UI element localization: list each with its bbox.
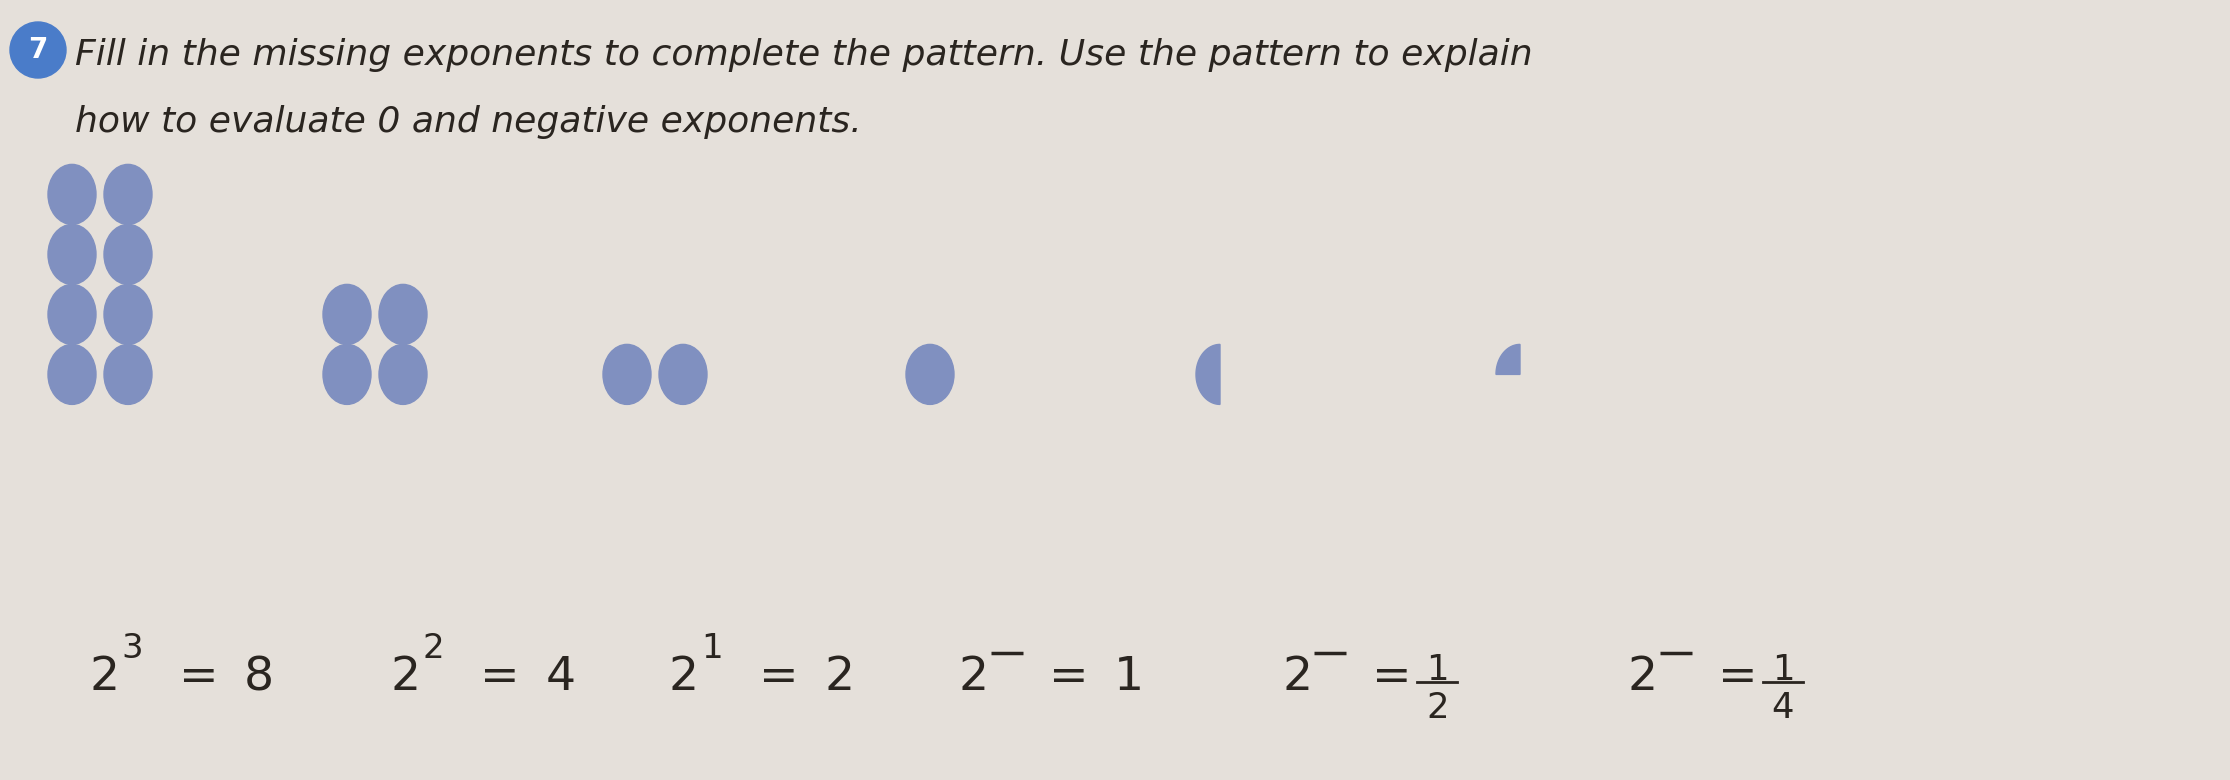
Text: 2: 2 xyxy=(1425,691,1450,725)
Text: =: = xyxy=(758,655,798,700)
Ellipse shape xyxy=(105,285,152,345)
Text: 1: 1 xyxy=(1425,654,1450,687)
Ellipse shape xyxy=(323,285,370,345)
Ellipse shape xyxy=(379,285,426,345)
Text: 2: 2 xyxy=(1282,655,1313,700)
Text: 2: 2 xyxy=(669,655,700,700)
Ellipse shape xyxy=(660,345,707,404)
Text: 8: 8 xyxy=(245,655,274,700)
Text: 3: 3 xyxy=(120,633,143,665)
Text: 2: 2 xyxy=(959,655,990,700)
Text: 2: 2 xyxy=(421,633,444,665)
Text: 4: 4 xyxy=(1771,691,1795,725)
Text: 7: 7 xyxy=(29,36,47,64)
Ellipse shape xyxy=(379,345,426,404)
Text: 1: 1 xyxy=(700,633,723,665)
Polygon shape xyxy=(1496,345,1521,374)
Text: 2: 2 xyxy=(825,655,854,700)
Text: =: = xyxy=(178,655,219,700)
Text: =: = xyxy=(1717,655,1757,700)
Text: =: = xyxy=(479,655,520,700)
Text: =: = xyxy=(1048,655,1088,700)
Ellipse shape xyxy=(49,285,96,345)
Text: how to evaluate 0 and negative exponents.: how to evaluate 0 and negative exponents… xyxy=(76,105,861,139)
Ellipse shape xyxy=(105,165,152,225)
Polygon shape xyxy=(1195,345,1220,404)
Ellipse shape xyxy=(323,345,370,404)
Text: 4: 4 xyxy=(546,655,575,700)
Ellipse shape xyxy=(9,22,67,78)
Text: =: = xyxy=(1371,655,1412,700)
Ellipse shape xyxy=(105,225,152,285)
Text: 2: 2 xyxy=(390,655,421,700)
Ellipse shape xyxy=(905,345,954,404)
Ellipse shape xyxy=(49,225,96,285)
Ellipse shape xyxy=(49,345,96,404)
Ellipse shape xyxy=(105,345,152,404)
Text: 2: 2 xyxy=(1628,655,1659,700)
Text: 2: 2 xyxy=(89,655,120,700)
Text: 1: 1 xyxy=(1771,654,1795,687)
Text: 1: 1 xyxy=(1115,655,1144,700)
Ellipse shape xyxy=(49,165,96,225)
Ellipse shape xyxy=(602,345,651,404)
Text: Fill in the missing exponents to complete the pattern. Use the pattern to explai: Fill in the missing exponents to complet… xyxy=(76,38,1532,72)
